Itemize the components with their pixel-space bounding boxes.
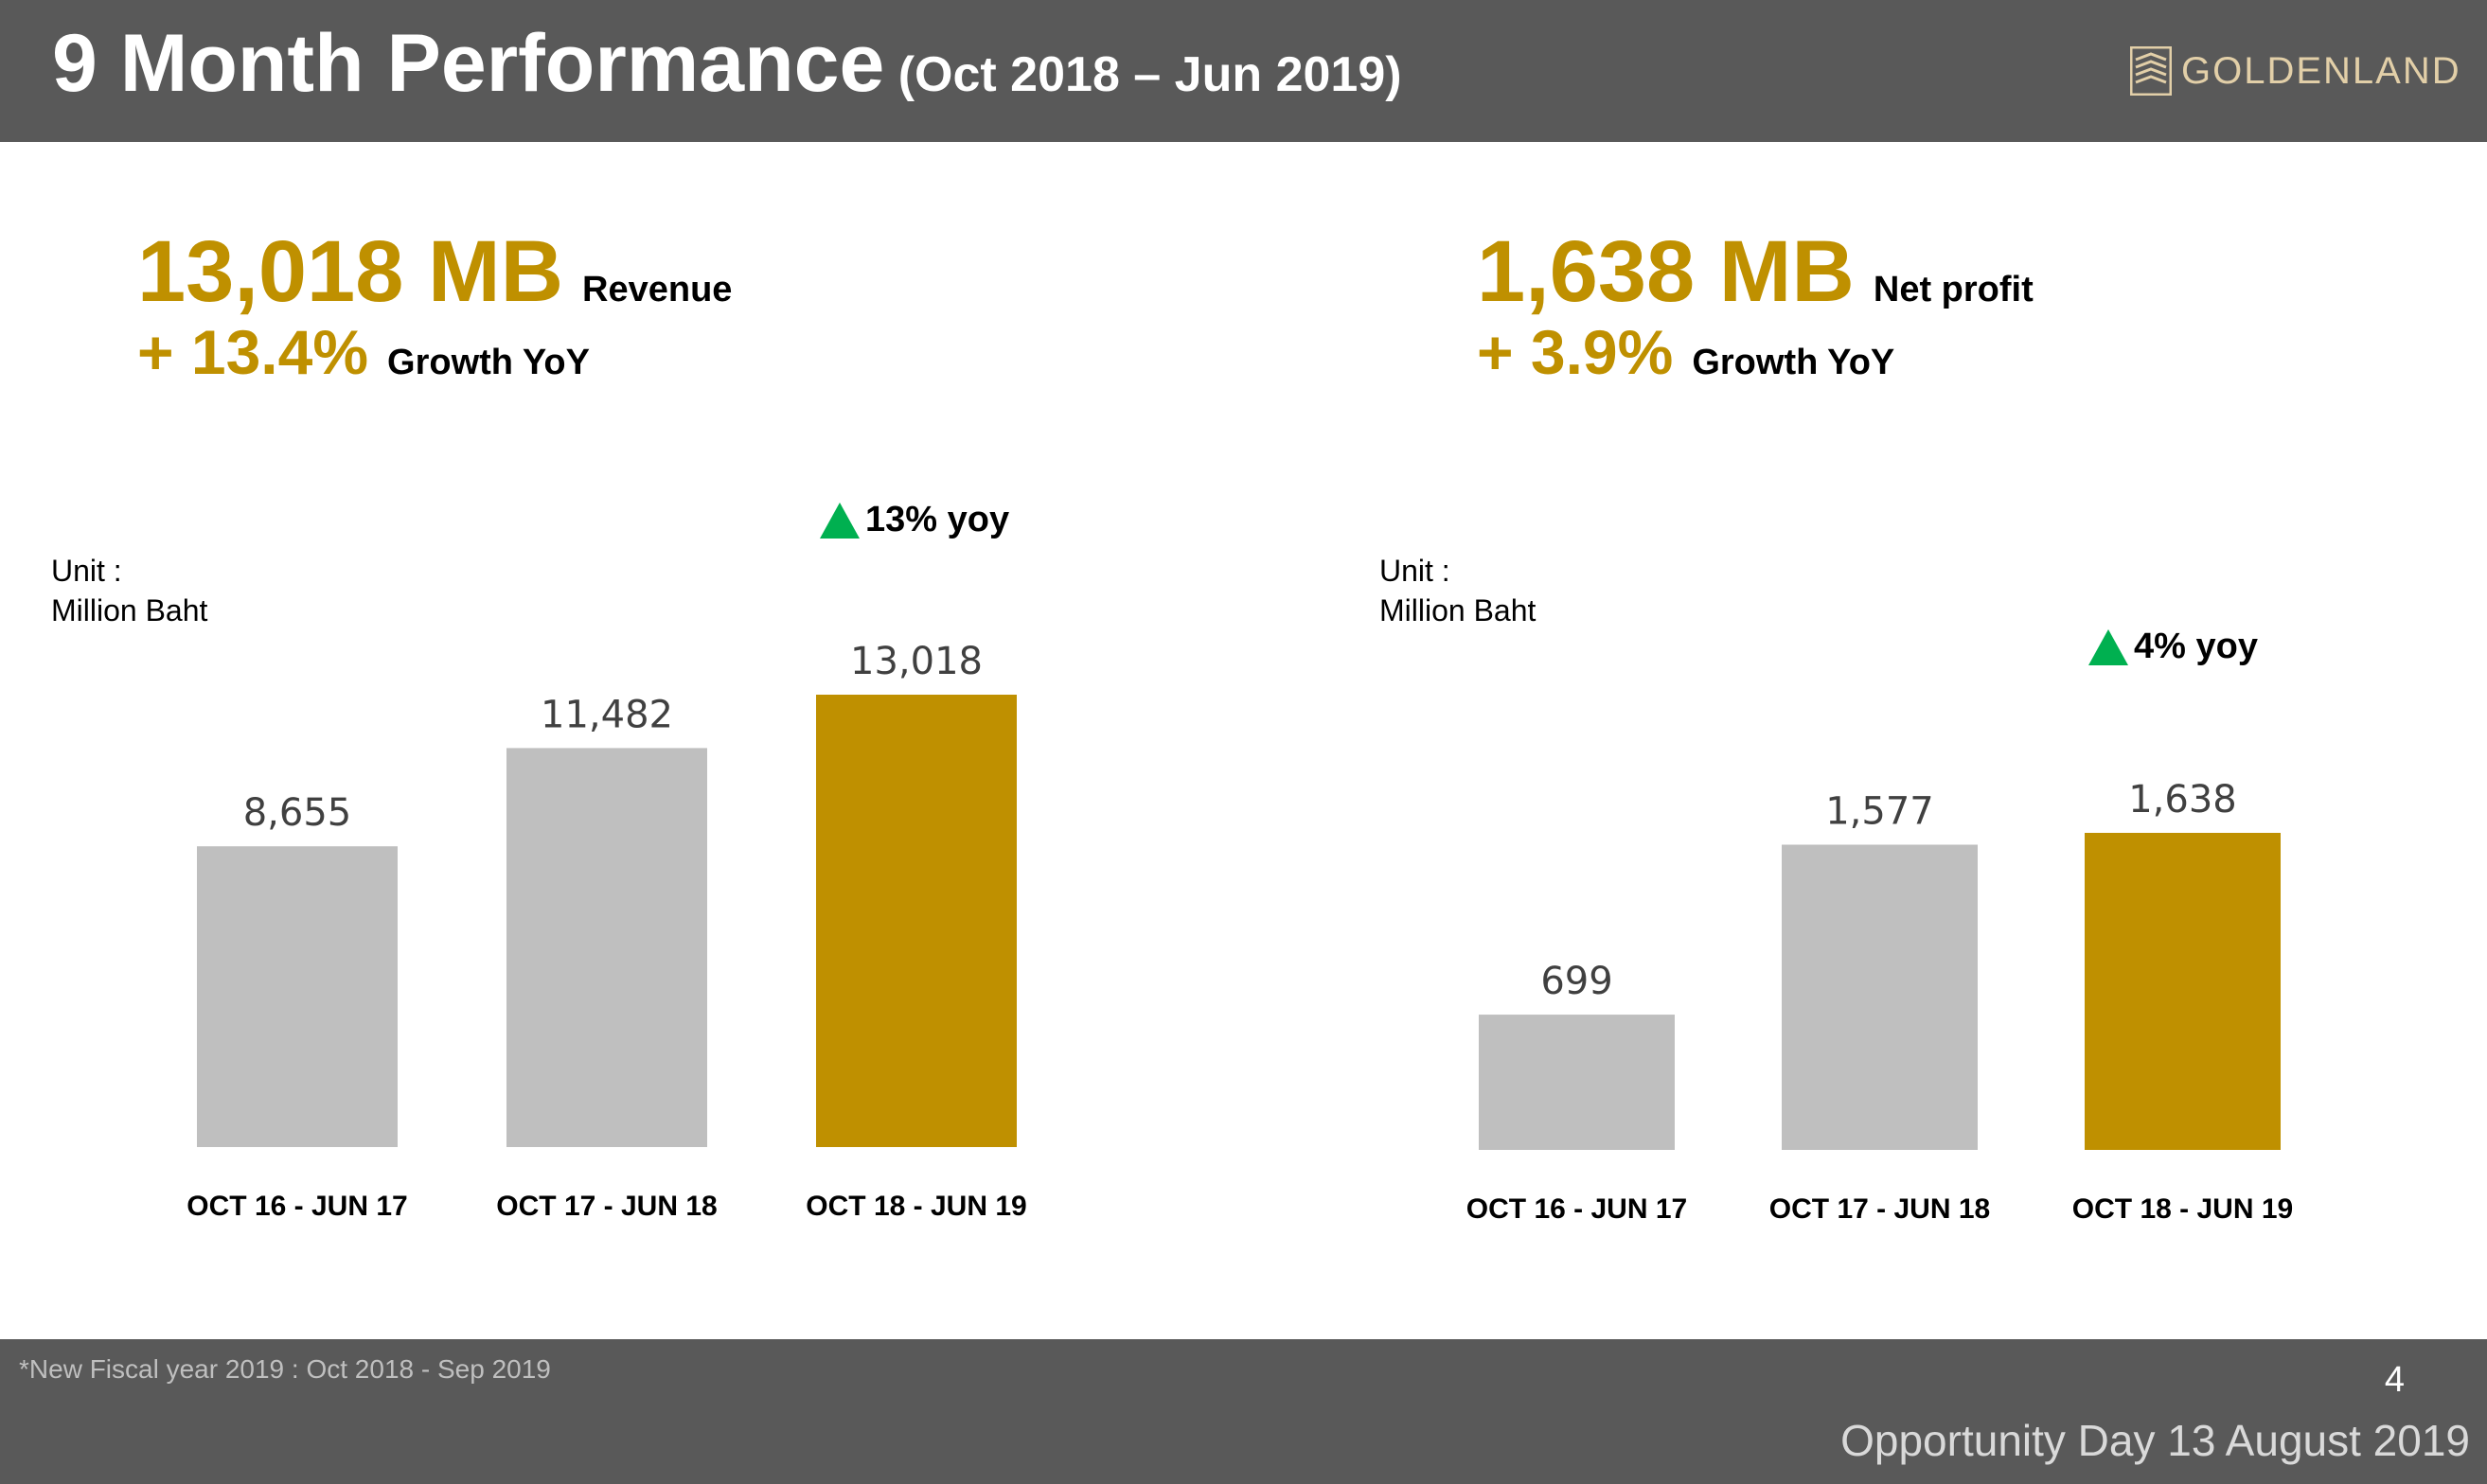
revenue-bar-chart: 8,655 OCT 16 - JUN 17 11,482 OCT 17 - JUN 1…	[187, 640, 1026, 1222]
revenue-growth-label: Growth YoY	[387, 343, 590, 382]
profit-yoy-annotation: 4% yoy	[2088, 627, 2258, 667]
footer-bar: *New Fiscal year 2019 : Oct 2018 - Sep 2…	[0, 1339, 2487, 1484]
bar-2	[1782, 844, 1978, 1150]
revenue-label: Revenue	[582, 270, 733, 309]
title-main: 9 Month Performance	[52, 18, 885, 109]
value-label-1: 699	[1540, 960, 1612, 1003]
bar-1	[197, 846, 398, 1147]
value-label-1: 8,655	[243, 791, 352, 835]
up-triangle-icon	[2088, 628, 2128, 665]
bar-1	[1479, 1015, 1675, 1150]
unit-label-revenue: Unit : Million Baht	[51, 551, 207, 630]
unit-line2: Million Baht	[1379, 593, 1537, 627]
header-bar: 9 Month Performance (Oct 2018 – Jun 2019…	[0, 0, 2487, 142]
category-label-3: OCT 18 - JUN 19	[806, 1191, 1026, 1222]
goldenland-logo: GOLDENLAND	[2130, 45, 2461, 97]
revenue-yoy-annotation: 13% yoy	[820, 500, 1009, 540]
revenue-growth: + 13.4%	[137, 317, 369, 387]
logo-mark-icon	[2130, 46, 2172, 96]
category-label-1: OCT 16 - JUN 17	[1466, 1193, 1687, 1225]
value-label-3: 13,018	[850, 640, 983, 683]
page-number: 4	[2384, 1360, 2405, 1400]
category-label-1: OCT 16 - JUN 17	[187, 1191, 407, 1222]
net-profit-bar-chart: 699 OCT 16 - JUN 17 1,577 OCT 17 - JUN 18 1,…	[1466, 778, 2293, 1225]
net-profit-value: 1,638 MB	[1477, 223, 1855, 320]
event-name: Opportunity Day 13 August 2019	[1840, 1416, 2470, 1465]
category-label-2: OCT 17 - JUN 18	[496, 1191, 717, 1222]
unit-line1: Unit :	[51, 554, 122, 588]
value-label-2: 1,577	[1825, 789, 1934, 833]
net-profit-label: Net profit	[1873, 270, 2034, 309]
unit-line2: Million Baht	[51, 593, 208, 627]
unit-label-profit: Unit : Million Baht	[1379, 551, 1536, 630]
category-label-3: OCT 18 - JUN 19	[2072, 1193, 2293, 1225]
revenue-kpi: 13,018 MB Revenue + 13.4% Growth YoY	[137, 222, 732, 388]
title-period: (Oct 2018 – Jun 2019)	[897, 47, 1402, 102]
revenue-value: 13,018 MB	[137, 223, 564, 320]
category-label-2: OCT 17 - JUN 18	[1769, 1193, 1990, 1225]
net-profit-kpi: 1,638 MB Net profit + 3.9% Growth YoY	[1477, 222, 2034, 388]
page-title: 9 Month Performance (Oct 2018 – Jun 2019…	[52, 17, 1402, 111]
revenue-yoy-text: 13% yoy	[865, 500, 1010, 539]
profit-yoy-text: 4% yoy	[2134, 627, 2258, 666]
bar-2	[506, 748, 707, 1147]
net-profit-growth: + 3.9%	[1477, 317, 1674, 387]
unit-line1: Unit :	[1379, 554, 1450, 588]
up-triangle-icon	[820, 502, 860, 539]
fiscal-year-footnote: *New Fiscal year 2019 : Oct 2018 - Sep 2…	[19, 1354, 551, 1384]
value-label-3: 1,638	[2128, 778, 2237, 822]
logo-text: GOLDENLAND	[2181, 49, 2461, 92]
net-profit-growth-label: Growth YoY	[1692, 343, 1895, 382]
value-label-2: 11,482	[541, 693, 673, 736]
bar-3	[2085, 833, 2281, 1150]
bar-3	[816, 695, 1017, 1147]
